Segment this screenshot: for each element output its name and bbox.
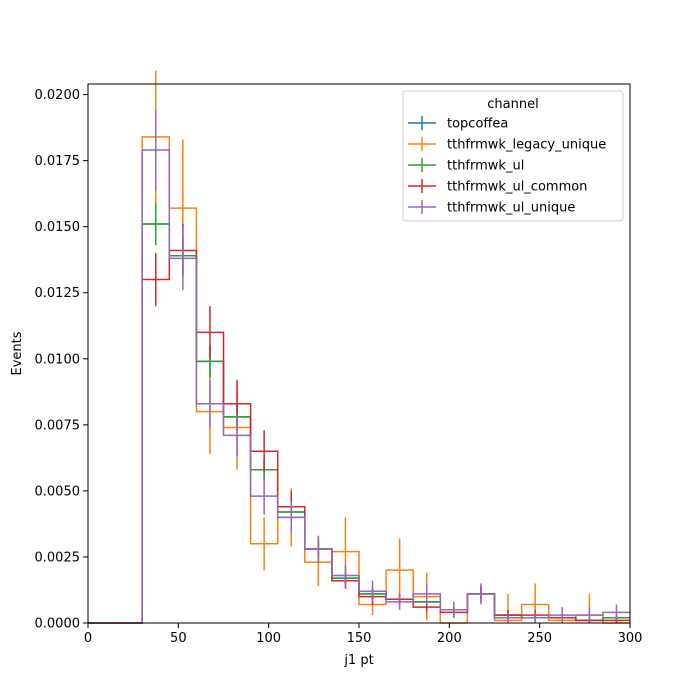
legend-label: tthfrmwk_legacy_unique xyxy=(447,138,606,153)
legend-item: tthfrmwk_ul_unique xyxy=(408,200,575,216)
legend-label: topcoffea xyxy=(447,117,508,132)
series-tthfrmwk_ul_unique xyxy=(88,110,630,624)
y-tick-label: 0.0125 xyxy=(35,286,81,301)
x-tick-label: 100 xyxy=(256,631,281,646)
y-axis-label: Events xyxy=(10,331,25,375)
x-tick-label: 150 xyxy=(347,631,372,646)
y-tick-label: 0.0175 xyxy=(35,154,81,169)
y-tick-label: 0.0100 xyxy=(35,352,81,367)
histogram-step-line xyxy=(88,149,630,624)
legend-item: topcoffea xyxy=(408,116,508,132)
y-axis: 0.0000 0.0025 0.0050 0.0075 0.0100 0.0125 0.01… xyxy=(35,88,88,632)
legend-frame xyxy=(402,90,624,222)
legend-label: tthfrmwk_ul_unique xyxy=(447,201,575,216)
y-tick-label: 0.0150 xyxy=(35,220,81,235)
x-axis: 0 50 100 150 200 250 300 xyxy=(84,623,643,646)
y-tick-label: 0.0075 xyxy=(35,418,81,433)
y-tick-label: 0.0000 xyxy=(35,617,81,632)
legend-items: topcoffea tthfrmwk_legacy_unique tthfrmwk_… xyxy=(408,116,606,216)
legend-title: channel xyxy=(487,97,538,112)
x-axis-label: j1 pt xyxy=(343,653,373,668)
legend-item: tthfrmwk_legacy_unique xyxy=(408,137,606,153)
x-tick-label: 200 xyxy=(437,631,462,646)
legend: channel topcoffeatthfrmwk_legacy_uniquet… xyxy=(402,90,624,222)
x-tick-label: 0 xyxy=(84,631,92,646)
y-tick-label: 0.0050 xyxy=(35,484,81,499)
x-tick-label: 250 xyxy=(527,631,552,646)
legend-item: tthfrmwk_ul xyxy=(408,158,524,174)
x-tick-label: 50 xyxy=(170,631,187,646)
y-tick-label: 0.0025 xyxy=(35,550,81,565)
legend-label: tthfrmwk_ul_common xyxy=(447,180,587,195)
legend-item: tthfrmwk_ul_common xyxy=(408,179,587,195)
y-tick-label: 0.0200 xyxy=(35,88,81,103)
x-tick-label: 300 xyxy=(618,631,643,646)
plot-area xyxy=(88,70,630,624)
legend-label: tthfrmwk_ul xyxy=(447,159,524,174)
